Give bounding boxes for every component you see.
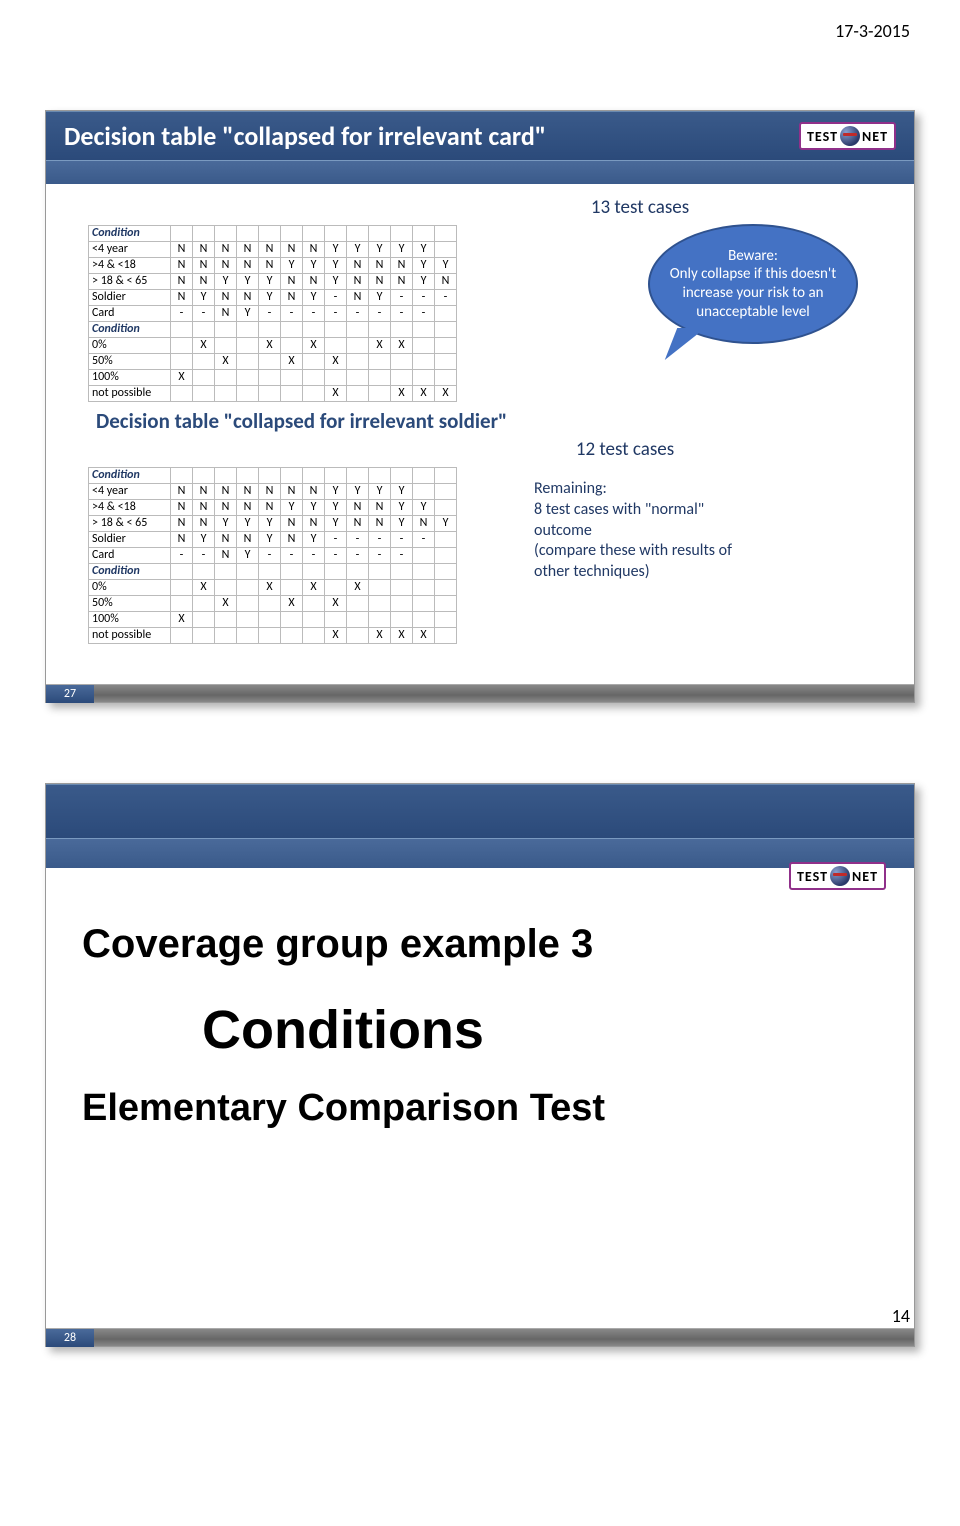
coverage-heading: Coverage group example 3 [82,922,878,967]
page-date: 17-3-2015 [835,20,910,42]
title-bar-empty [46,784,914,838]
cases-label-2: 12 test cases [364,438,886,461]
sub-bar [46,838,914,868]
warning-callout: Beware:Only collapse if this doesn't inc… [648,224,858,344]
logo-text-left: TEST [797,868,828,885]
logo-text-right: NET [852,868,878,885]
sub-bar [46,160,914,184]
logo-text-left: TEST [807,128,838,145]
testnet-logo: TEST NET [799,122,896,150]
warning-text: Beware:Only collapse if this doesn't inc… [668,247,838,322]
slide-body: 13 test cases Beware:Only collapse if th… [46,184,914,684]
logo-text-right: NET [862,128,888,145]
logo-globe-icon [830,866,850,886]
conditions-heading: Conditions [202,999,878,1061]
slide-28: TEST NET Coverage group example 3 Condit… [45,783,915,1347]
remaining-note: Remaining:8 test cases with "normal" out… [534,479,764,583]
slide-number: 28 [46,1329,94,1347]
footer-bar: 28 [46,1328,914,1346]
decision-table-1: Condition<4 yearNNNNNNNYYYYY>4 & <18NNNN… [88,225,457,402]
slide-body: Coverage group example 3 Conditions Elem… [46,868,914,1328]
ect-heading: Elementary Comparison Test [82,1087,878,1130]
slide-27: Decision table "collapsed for irrelevant… [45,110,915,703]
slide-number: 27 [46,685,94,703]
decision-table-2: Condition<4 yearNNNNNNNYYYY>4 & <18NNNNN… [88,467,457,644]
slide-title: Decision table "collapsed for irrelevant… [64,120,546,152]
subtitle: Decision table "collapsed for irrelevant… [96,408,886,434]
footer-bar: 27 [46,684,914,702]
page-number: 14 [892,1305,910,1327]
testnet-logo: TEST NET [789,862,886,890]
logo-globe-icon [840,126,860,146]
cases-label-1: 13 test cases [394,196,886,219]
title-bar: Decision table "collapsed for irrelevant… [46,111,914,160]
